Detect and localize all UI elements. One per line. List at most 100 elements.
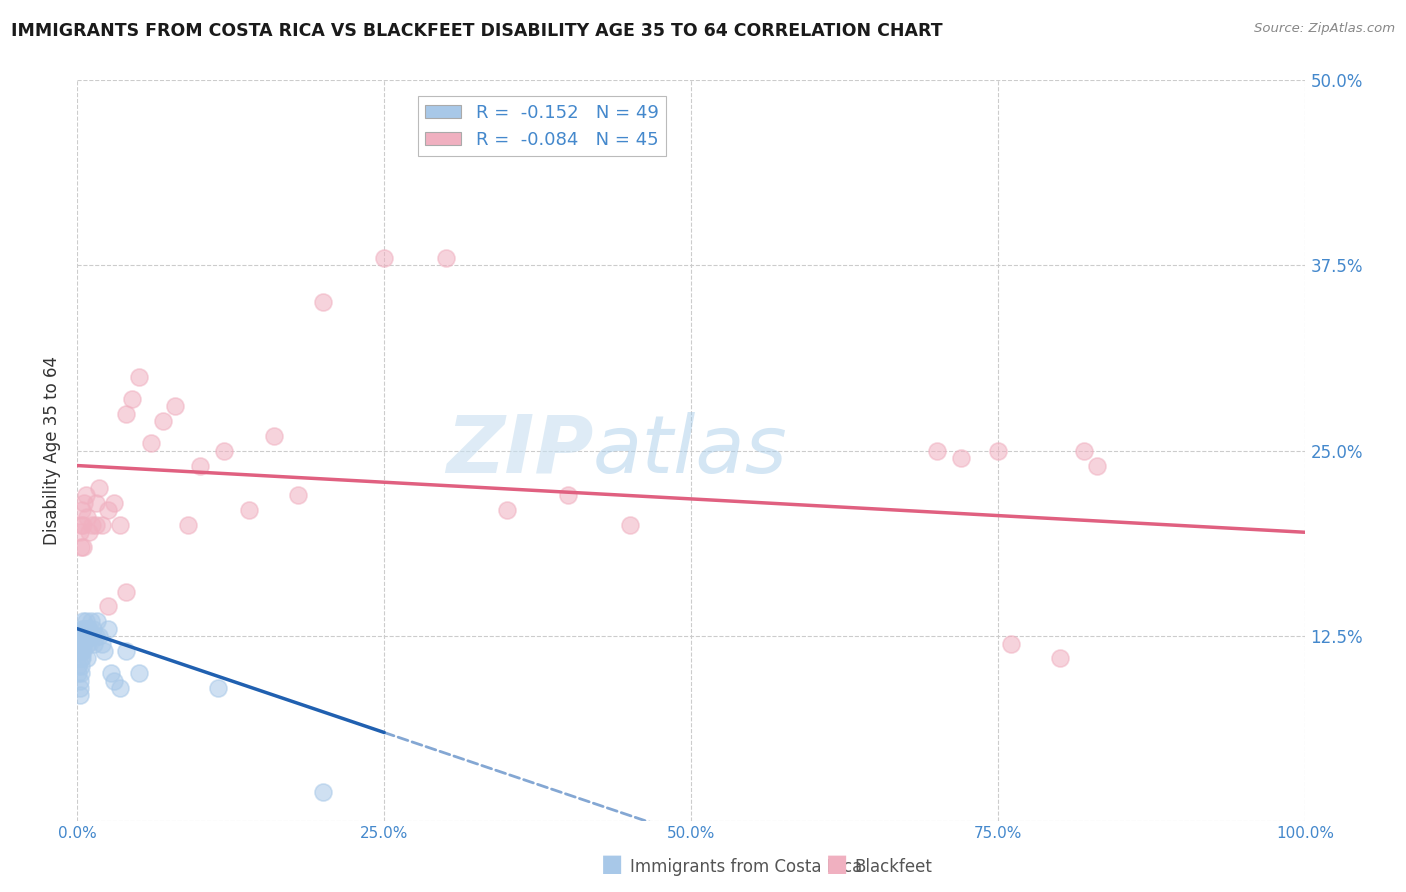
Point bbox=[75, 614, 97, 628]
Point bbox=[925, 443, 948, 458]
Point bbox=[70, 651, 93, 665]
Point bbox=[76, 636, 98, 650]
Point bbox=[72, 622, 94, 636]
Point bbox=[73, 636, 96, 650]
Text: Immigrants from Costa Rica: Immigrants from Costa Rica bbox=[630, 858, 862, 876]
Point bbox=[73, 629, 96, 643]
Point bbox=[108, 681, 131, 695]
Point bbox=[93, 644, 115, 658]
Point bbox=[69, 644, 91, 658]
Text: Source: ZipAtlas.com: Source: ZipAtlas.com bbox=[1254, 22, 1395, 36]
Point bbox=[263, 429, 285, 443]
Point bbox=[89, 629, 111, 643]
Point bbox=[69, 666, 91, 681]
Point bbox=[75, 488, 97, 502]
Point bbox=[90, 517, 112, 532]
Point bbox=[89, 481, 111, 495]
Point bbox=[128, 666, 150, 681]
Point bbox=[115, 644, 138, 658]
Point bbox=[1073, 443, 1095, 458]
Point bbox=[121, 392, 143, 406]
Point bbox=[188, 458, 211, 473]
Point bbox=[69, 681, 91, 695]
Point bbox=[70, 636, 93, 650]
Point bbox=[1085, 458, 1108, 473]
Point bbox=[72, 540, 94, 554]
Point bbox=[69, 689, 91, 703]
Point bbox=[76, 510, 98, 524]
Point bbox=[70, 644, 93, 658]
Point bbox=[108, 517, 131, 532]
Point bbox=[67, 658, 90, 673]
Point bbox=[103, 495, 125, 509]
Text: ■: ■ bbox=[825, 852, 848, 876]
Point bbox=[128, 369, 150, 384]
Point bbox=[67, 666, 90, 681]
Text: IMMIGRANTS FROM COSTA RICA VS BLACKFEET DISABILITY AGE 35 TO 64 CORRELATION CHAR: IMMIGRANTS FROM COSTA RICA VS BLACKFEET … bbox=[11, 22, 943, 40]
Point bbox=[496, 503, 519, 517]
Point bbox=[312, 785, 335, 799]
Point bbox=[176, 517, 198, 532]
Point bbox=[86, 614, 108, 628]
Point bbox=[312, 295, 335, 310]
Point bbox=[619, 517, 641, 532]
Point bbox=[97, 503, 120, 517]
Point bbox=[434, 251, 457, 265]
Point bbox=[79, 629, 101, 643]
Point bbox=[100, 666, 122, 681]
Point bbox=[75, 629, 97, 643]
Point bbox=[84, 495, 107, 509]
Legend: R =  -0.152   N = 49, R =  -0.084   N = 45: R = -0.152 N = 49, R = -0.084 N = 45 bbox=[418, 96, 665, 156]
Point bbox=[373, 251, 395, 265]
Point bbox=[72, 636, 94, 650]
Point bbox=[987, 443, 1010, 458]
Point bbox=[76, 629, 98, 643]
Point bbox=[97, 622, 120, 636]
Point bbox=[72, 644, 94, 658]
Point bbox=[207, 681, 229, 695]
Text: ■: ■ bbox=[600, 852, 623, 876]
Point bbox=[79, 525, 101, 540]
Point bbox=[69, 658, 91, 673]
Point bbox=[73, 495, 96, 509]
Point bbox=[1000, 636, 1022, 650]
Point bbox=[139, 436, 162, 450]
Text: atlas: atlas bbox=[593, 412, 787, 490]
Point bbox=[70, 629, 93, 643]
Point bbox=[287, 488, 309, 502]
Point bbox=[79, 614, 101, 628]
Point bbox=[115, 584, 138, 599]
Point bbox=[76, 651, 98, 665]
Point bbox=[165, 399, 187, 413]
Point bbox=[69, 651, 91, 665]
Point bbox=[80, 517, 103, 532]
Point bbox=[70, 503, 93, 517]
Point bbox=[77, 622, 100, 636]
Point bbox=[69, 540, 91, 554]
Point bbox=[84, 517, 107, 532]
Point bbox=[73, 622, 96, 636]
Point bbox=[103, 673, 125, 688]
Point bbox=[1049, 651, 1071, 665]
Point bbox=[115, 407, 138, 421]
Point bbox=[84, 629, 107, 643]
Point bbox=[72, 614, 94, 628]
Point bbox=[97, 599, 120, 614]
Point bbox=[69, 525, 91, 540]
Point bbox=[70, 622, 93, 636]
Point bbox=[77, 636, 100, 650]
Text: ZIP: ZIP bbox=[446, 412, 593, 490]
Point bbox=[69, 636, 91, 650]
Point bbox=[82, 622, 104, 636]
Point bbox=[79, 622, 101, 636]
Point bbox=[69, 673, 91, 688]
Point bbox=[83, 636, 105, 650]
Point bbox=[214, 443, 236, 458]
Point bbox=[72, 517, 94, 532]
Point bbox=[80, 629, 103, 643]
Point bbox=[69, 517, 91, 532]
Point bbox=[90, 636, 112, 650]
Point bbox=[75, 622, 97, 636]
Y-axis label: Disability Age 35 to 64: Disability Age 35 to 64 bbox=[44, 356, 60, 545]
Text: Blackfeet: Blackfeet bbox=[855, 858, 932, 876]
